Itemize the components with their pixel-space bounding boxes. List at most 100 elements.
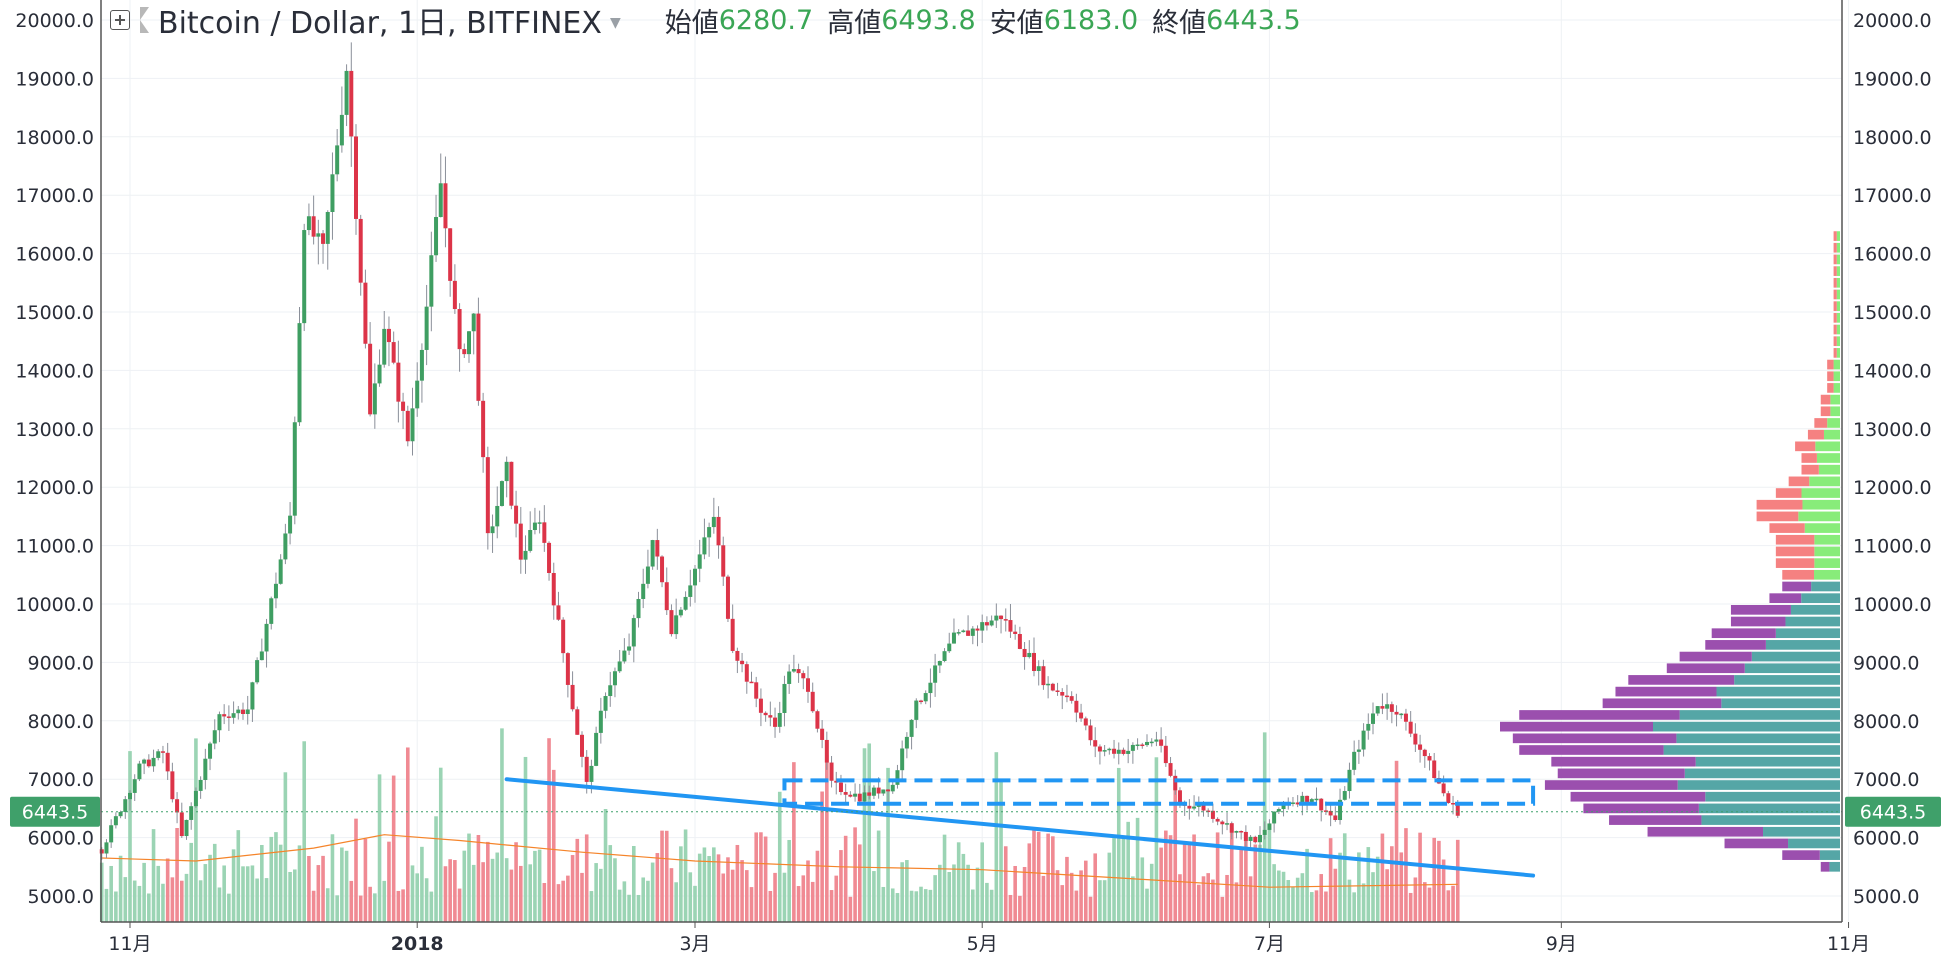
candle-253[interactable] — [1290, 796, 1295, 807]
candle-188[interactable] — [984, 616, 989, 631]
candle-238[interactable] — [1220, 820, 1225, 835]
candle-51[interactable] — [339, 86, 344, 153]
candle-161[interactable] — [857, 783, 862, 806]
candle-201[interactable] — [1046, 676, 1051, 699]
candle-207[interactable] — [1074, 693, 1079, 723]
candle-204[interactable] — [1060, 688, 1065, 710]
candle-115[interactable] — [641, 568, 646, 609]
candle-276[interactable] — [1399, 713, 1404, 719]
candle-223[interactable] — [1149, 738, 1154, 747]
candle-38[interactable] — [278, 554, 283, 585]
candle-273[interactable] — [1385, 692, 1390, 720]
chevron-down-icon[interactable]: ▼ — [609, 15, 621, 31]
candle-88[interactable] — [514, 490, 519, 538]
candle-205[interactable] — [1064, 684, 1069, 703]
candle-192[interactable] — [1003, 608, 1008, 632]
candle-173[interactable] — [914, 698, 919, 729]
candle-91[interactable] — [528, 511, 533, 553]
candle-249[interactable] — [1272, 811, 1277, 833]
candle-89[interactable] — [518, 506, 523, 574]
candle-190[interactable] — [994, 603, 999, 628]
candle-176[interactable] — [928, 668, 933, 708]
candle-239[interactable] — [1225, 812, 1230, 831]
candle-247[interactable] — [1262, 821, 1267, 840]
candle-29[interactable] — [236, 705, 241, 720]
candle-145[interactable] — [782, 675, 787, 727]
candle-69[interactable] — [424, 284, 429, 366]
candle-53[interactable] — [349, 42, 354, 167]
candle-178[interactable] — [937, 660, 942, 674]
candle-151[interactable] — [810, 682, 815, 713]
candle-86[interactable] — [504, 456, 509, 498]
support-zone[interactable] — [782, 778, 1536, 806]
candle-222[interactable] — [1145, 734, 1149, 747]
candle-26[interactable] — [222, 704, 227, 725]
candle-122[interactable] — [674, 598, 679, 639]
candle-140[interactable] — [758, 688, 763, 727]
candle-60[interactable] — [382, 310, 387, 368]
candle-32[interactable] — [250, 681, 255, 722]
candle-212[interactable] — [1097, 744, 1102, 765]
candle-8[interactable] — [137, 760, 142, 782]
candle-132[interactable] — [721, 536, 726, 586]
trendline[interactable] — [504, 777, 1536, 878]
candle-59[interactable] — [377, 349, 382, 387]
candle-235[interactable] — [1206, 808, 1211, 817]
candle-16[interactable] — [175, 792, 180, 824]
candle-263[interactable] — [1338, 788, 1343, 825]
candle-137[interactable] — [744, 661, 749, 694]
candle-99[interactable] — [565, 652, 570, 698]
candle-39[interactable] — [283, 523, 288, 565]
candle-123[interactable] — [678, 606, 683, 618]
candle-44[interactable] — [306, 203, 311, 236]
candle-63[interactable] — [396, 340, 401, 423]
candle-232[interactable] — [1192, 795, 1197, 811]
candle-93[interactable] — [537, 510, 542, 534]
candle-185[interactable] — [970, 626, 975, 645]
candle-4[interactable] — [118, 810, 123, 819]
candle-231[interactable] — [1187, 799, 1192, 820]
candle-286[interactable] — [1446, 790, 1451, 804]
candle-71[interactable] — [434, 194, 439, 262]
candle-23[interactable] — [208, 741, 213, 771]
candle-236[interactable] — [1210, 803, 1215, 823]
candle-183[interactable] — [961, 629, 966, 633]
candle-131[interactable] — [716, 506, 721, 559]
symbol-title[interactable]: Bitcoin / Dollar, 1日, BITFINEX — [158, 6, 602, 41]
candle-135[interactable] — [735, 647, 740, 674]
candle-28[interactable] — [231, 701, 236, 724]
candle-75[interactable] — [452, 264, 457, 314]
candle-144[interactable] — [777, 701, 782, 733]
candle-160[interactable] — [853, 783, 858, 802]
candle-100[interactable] — [570, 671, 575, 712]
candle-164[interactable] — [871, 785, 876, 800]
candle-5[interactable] — [123, 796, 128, 819]
candle-194[interactable] — [1013, 624, 1018, 640]
candle-46[interactable] — [316, 219, 321, 265]
candle-193[interactable] — [1008, 604, 1013, 638]
candle-197[interactable] — [1027, 640, 1032, 659]
candle-279[interactable] — [1413, 723, 1418, 753]
candle-43[interactable] — [302, 223, 307, 332]
candle-55[interactable] — [358, 214, 363, 296]
candle-48[interactable] — [325, 210, 330, 270]
candle-73[interactable] — [443, 156, 448, 248]
candle-181[interactable] — [951, 618, 956, 644]
candle-1[interactable] — [104, 839, 109, 858]
candle-227[interactable] — [1168, 756, 1173, 778]
candle-149[interactable] — [801, 670, 806, 690]
candle-233[interactable] — [1196, 796, 1201, 817]
candle-210[interactable] — [1088, 719, 1093, 746]
candle-58[interactable] — [372, 363, 377, 429]
candle-287[interactable] — [1451, 795, 1456, 815]
candle-94[interactable] — [542, 505, 547, 552]
candle-237[interactable] — [1215, 817, 1220, 826]
candle-199[interactable] — [1036, 660, 1041, 686]
candle-250[interactable] — [1276, 807, 1281, 814]
candle-246[interactable] — [1258, 826, 1262, 849]
candle-240[interactable] — [1229, 821, 1234, 840]
candle-125[interactable] — [688, 569, 693, 607]
candle-68[interactable] — [419, 343, 424, 403]
candle-152[interactable] — [815, 709, 820, 733]
